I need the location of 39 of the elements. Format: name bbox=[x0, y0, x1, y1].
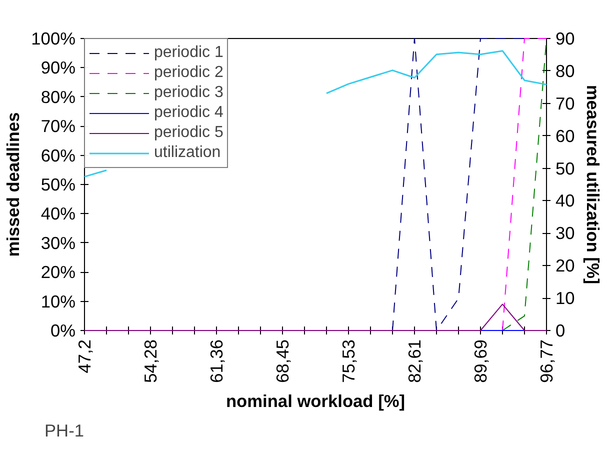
y-tick-label: 90% bbox=[40, 58, 76, 78]
legend-label: utilization bbox=[154, 144, 221, 162]
legend-label: periodic 1 bbox=[154, 44, 224, 62]
legend-label: periodic 2 bbox=[154, 64, 224, 82]
x-tick-label: 82,61 bbox=[404, 339, 424, 383]
y-tick-label: 20% bbox=[40, 262, 76, 282]
legend-label: periodic 3 bbox=[154, 84, 224, 102]
x-tick-label: 47,2 bbox=[74, 339, 94, 374]
y2-tick-label: 70 bbox=[556, 93, 575, 114]
y-tick-label: 0% bbox=[50, 320, 76, 340]
y2-tick-label: 40 bbox=[556, 190, 575, 211]
x-tick-label: 54,28 bbox=[140, 339, 160, 383]
text: PH-1 bbox=[44, 420, 84, 440]
x-tick-label: 68,45 bbox=[272, 339, 292, 383]
y-tick-label: 30% bbox=[40, 232, 76, 253]
y-tick-label: 60% bbox=[40, 145, 76, 166]
y2-tick-label: 20 bbox=[556, 256, 575, 276]
y-axis-title: missed deadlines bbox=[3, 112, 24, 257]
x-axis-title: nominal workload [%] bbox=[226, 390, 406, 411]
y-tick-label: 40% bbox=[40, 204, 76, 224]
y-tick-label: 50% bbox=[40, 174, 76, 194]
legend-label: periodic 4 bbox=[154, 104, 224, 122]
x-tick-label: 89,69 bbox=[470, 339, 490, 383]
y2-axis-title: measured utilization [%] bbox=[582, 84, 603, 284]
x-tick-label: 75,53 bbox=[338, 339, 358, 383]
y2-tick-label: 10 bbox=[556, 288, 575, 308]
y-tick-label: 100% bbox=[31, 28, 76, 48]
y2-tick-label: 0 bbox=[556, 320, 566, 340]
y-tick-label: 70% bbox=[40, 116, 76, 136]
y2-tick-label: 30 bbox=[556, 223, 575, 244]
legend-label: periodic 5 bbox=[154, 124, 224, 142]
y2-tick-label: 50 bbox=[556, 158, 575, 178]
x-tick-label: 96,77 bbox=[536, 339, 556, 383]
y-tick-label: 10% bbox=[40, 291, 76, 312]
y2-tick-label: 80 bbox=[556, 60, 575, 81]
y-tick-label: 80% bbox=[40, 86, 76, 107]
y2-tick-label: 60 bbox=[556, 126, 575, 146]
x-tick-label: 61,36 bbox=[206, 339, 226, 383]
y2-tick-label: 90 bbox=[556, 28, 575, 48]
